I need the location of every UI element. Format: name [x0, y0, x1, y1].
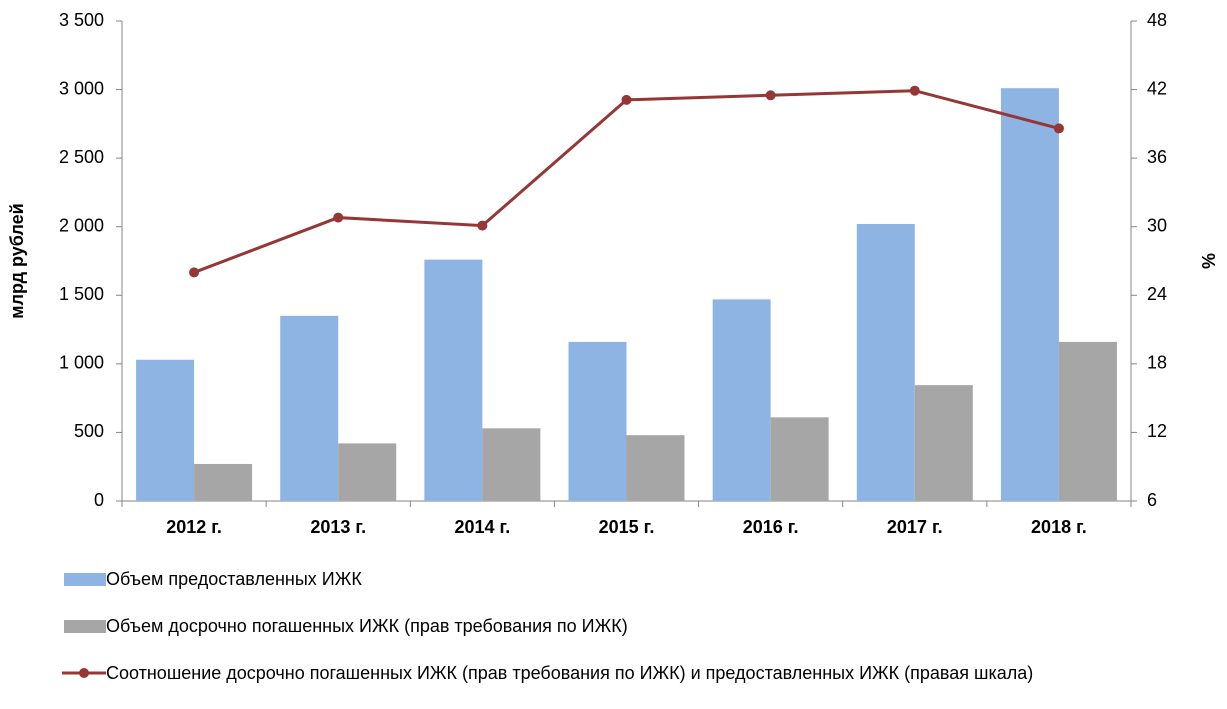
x-tick-label: 2018 г.: [1031, 517, 1087, 537]
bar: [338, 443, 397, 501]
legend-swatch: [64, 573, 106, 586]
bar: [280, 315, 339, 501]
x-tick-label: 2013 г.: [310, 517, 366, 537]
legend-rect: [64, 573, 106, 586]
y2-tick-label: 12: [1147, 421, 1167, 441]
legend-label: Объем предоставленных ИЖК: [106, 569, 362, 589]
bar: [194, 463, 253, 501]
line: [193, 89, 1060, 274]
line-marker: [909, 85, 920, 96]
x-tick-label: 2016 г.: [743, 517, 799, 537]
y-tick-label: 2 500: [59, 147, 104, 167]
legend-label: Объем досрочно погашенных ИЖК (прав треб…: [106, 616, 628, 636]
y2-tick-label: 18: [1147, 353, 1167, 373]
line-marker: [333, 212, 344, 223]
y-tick-label: 500: [74, 421, 104, 441]
bar: [770, 417, 829, 501]
y2-tick-label: 24: [1147, 284, 1167, 304]
y2-tick-label: 30: [1147, 215, 1167, 235]
bar: [568, 341, 627, 501]
legend: Объем предоставленных ИЖК Объем досрочно …: [62, 568, 1212, 709]
x-tick-label: 2015 г.: [599, 517, 655, 537]
bar: [712, 299, 771, 501]
legend-item: Объем предоставленных ИЖК: [62, 568, 1212, 590]
y2-tick-label: 36: [1147, 147, 1167, 167]
y2-axis-title: %: [1199, 253, 1219, 269]
legend-label: Соотношение досрочно погашенных ИЖК (пра…: [106, 663, 1034, 683]
bar: [482, 428, 541, 501]
line-marker: [477, 220, 488, 231]
y-axis-title: млрд рублей: [7, 203, 27, 318]
line-marker: [621, 94, 632, 105]
bar: [1000, 88, 1059, 501]
line-marker: [189, 267, 200, 278]
legend-rect: [64, 620, 106, 633]
bar: [856, 223, 915, 501]
line-marker: [765, 90, 776, 101]
y-tick-label: 1 000: [59, 353, 104, 373]
x-tick-label: 2012 г.: [166, 517, 222, 537]
line-marker: [1053, 123, 1064, 134]
x-tick-label: 2014 г.: [454, 517, 510, 537]
legend-item: Соотношение досрочно погашенных ИЖК (пра…: [62, 662, 1212, 684]
bar: [914, 385, 973, 501]
y-tick-label: 1 500: [59, 284, 104, 304]
y-tick-label: 3 500: [59, 10, 104, 30]
y2-tick-label: 6: [1147, 490, 1157, 510]
bar: [626, 435, 685, 501]
legend-swatch: [64, 620, 106, 633]
chart: млрд рублей % 0 500 1 000 1 500 2 000 2 500 3 …: [7, 10, 1219, 537]
bar: [424, 259, 483, 501]
y2-tick-label: 48: [1147, 10, 1167, 30]
y2-tick-label: 42: [1147, 78, 1167, 98]
x-tick-label: 2017 г.: [887, 517, 943, 537]
legend-swatch: [62, 668, 106, 678]
y-tick-label: 2 000: [59, 215, 104, 235]
bar: [136, 359, 195, 501]
bar: [1058, 341, 1117, 501]
legend-item: Объем досрочно погашенных ИЖК (прав треб…: [62, 615, 1212, 637]
y-tick-label: 3 000: [59, 78, 104, 98]
y-tick-label: 0: [94, 490, 104, 510]
legend-marker: [79, 668, 89, 678]
